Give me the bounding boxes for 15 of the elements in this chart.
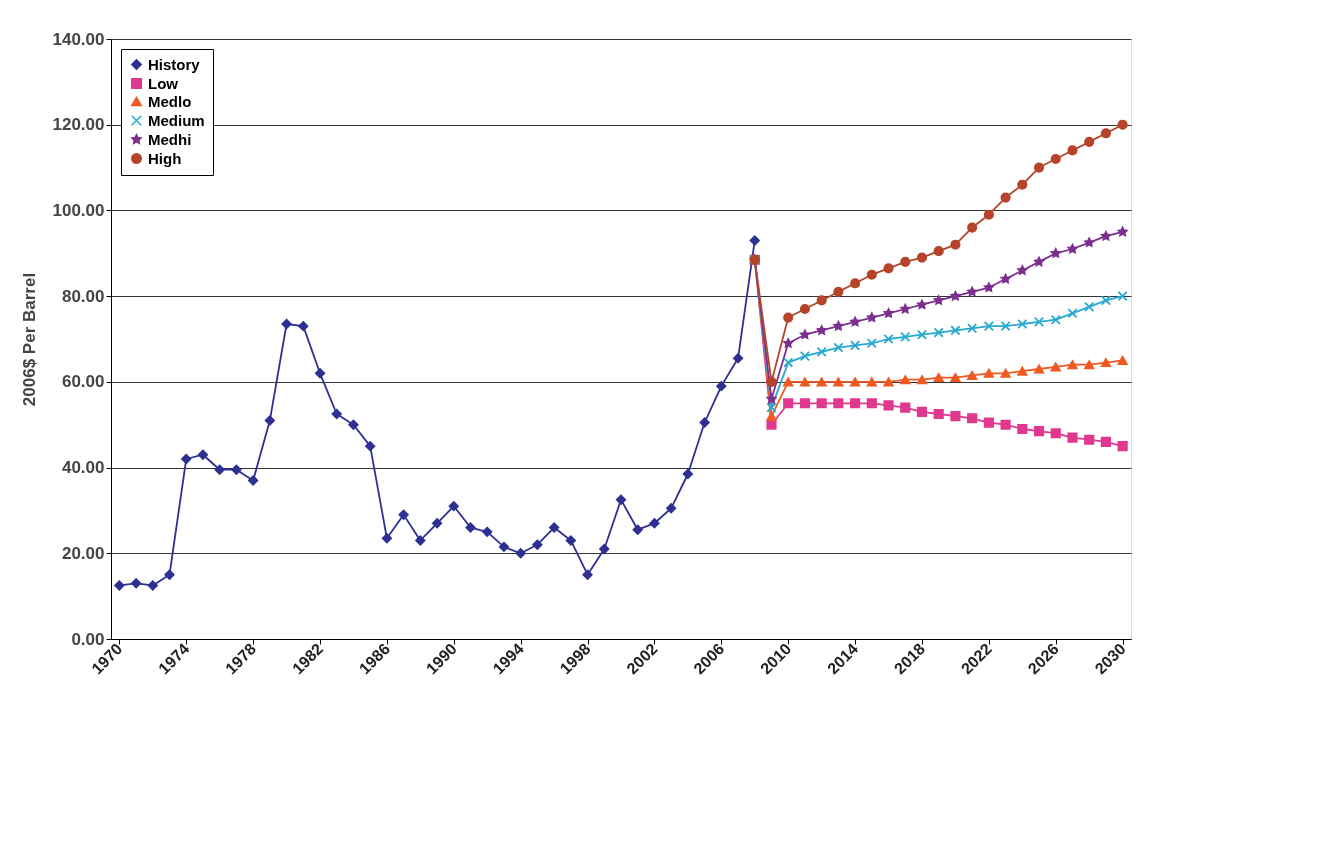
legend-label: Medium (148, 111, 205, 129)
y-tick-label: 40.00 (61, 458, 105, 478)
y-tick-label: 0.00 (71, 629, 105, 649)
y-tick-label: 140.00 (52, 29, 105, 49)
legend-label: High (148, 149, 182, 167)
y-tick-label: 60.00 (61, 372, 105, 392)
legend-label: Medlo (148, 92, 192, 110)
legend-label: Medhi (148, 130, 192, 148)
y-axis-title: 2006$ Per Barrel (19, 272, 39, 407)
y-tick-label: 100.00 (52, 200, 105, 220)
legend-label: History (148, 55, 201, 73)
y-tick-label: 20.00 (61, 543, 105, 563)
legend-label: Low (148, 74, 179, 92)
y-tick-label: 120.00 (52, 115, 105, 135)
y-tick-label: 80.00 (61, 286, 105, 306)
